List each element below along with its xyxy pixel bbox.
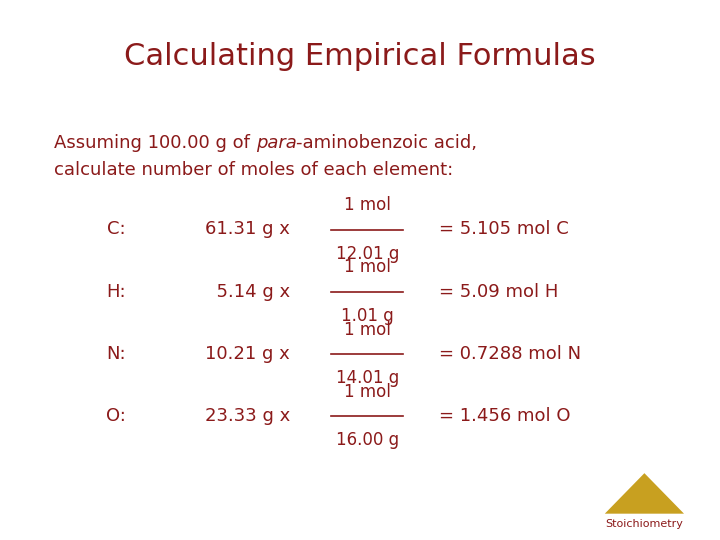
Text: 1 mol: 1 mol: [343, 321, 391, 339]
Text: calculate number of moles of each element:: calculate number of moles of each elemen…: [54, 161, 454, 179]
Text: 1 mol: 1 mol: [343, 383, 391, 401]
Text: 10.21 g x: 10.21 g x: [205, 345, 290, 363]
Text: 14.01 g: 14.01 g: [336, 369, 399, 387]
Text: 1 mol: 1 mol: [343, 197, 391, 214]
Text: 5.14 g x: 5.14 g x: [205, 282, 290, 301]
Text: 1 mol: 1 mol: [343, 259, 391, 276]
Text: para: para: [256, 134, 297, 152]
Text: 12.01 g: 12.01 g: [336, 245, 399, 262]
Text: = 5.105 mol C: = 5.105 mol C: [439, 220, 569, 239]
Text: Assuming 100.00 g of: Assuming 100.00 g of: [54, 134, 256, 152]
Text: 16.00 g: 16.00 g: [336, 431, 399, 449]
Text: Calculating Empirical Formulas: Calculating Empirical Formulas: [124, 42, 596, 71]
Text: 1.01 g: 1.01 g: [341, 307, 394, 325]
Text: -aminobenzoic acid,: -aminobenzoic acid,: [297, 134, 477, 152]
Text: Stoichiometry: Stoichiometry: [606, 519, 683, 529]
Text: C:: C:: [107, 220, 126, 239]
Text: H:: H:: [107, 282, 126, 301]
Text: = 0.7288 mol N: = 0.7288 mol N: [439, 345, 581, 363]
Text: 23.33 g x: 23.33 g x: [205, 407, 290, 425]
Text: 61.31 g x: 61.31 g x: [205, 220, 290, 239]
Text: O:: O:: [106, 407, 126, 425]
Text: = 1.456 mol O: = 1.456 mol O: [439, 407, 571, 425]
Text: = 5.09 mol H: = 5.09 mol H: [439, 282, 559, 301]
Text: N:: N:: [107, 345, 126, 363]
